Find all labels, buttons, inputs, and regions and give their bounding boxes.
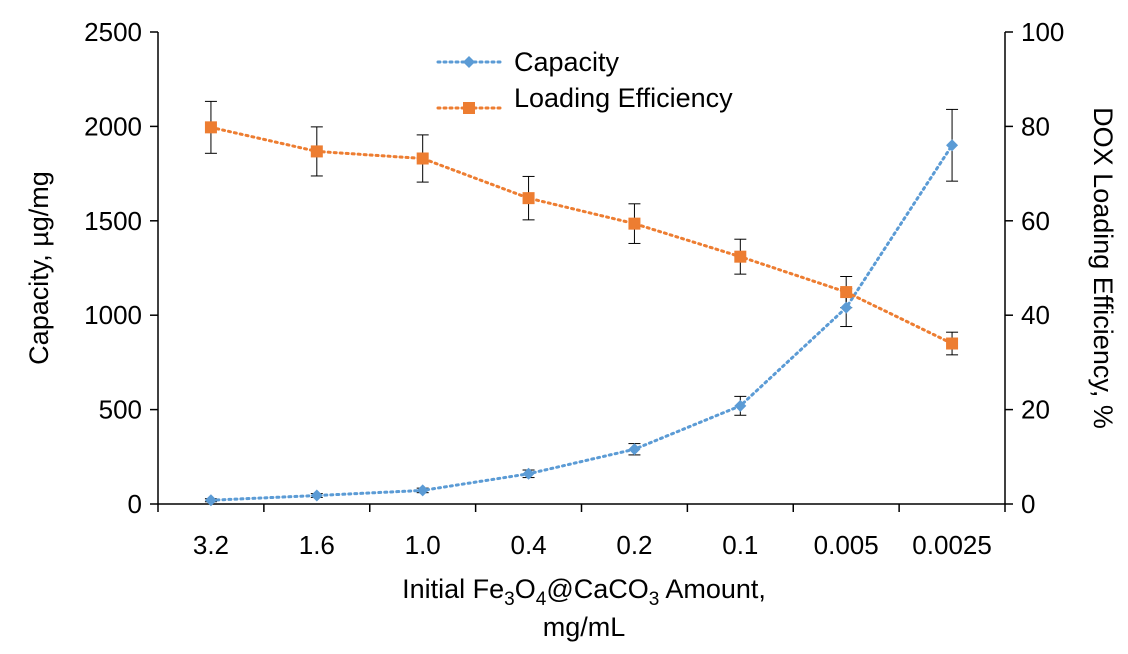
- loading-efficiency-point: [946, 337, 959, 350]
- capacity-line: [209, 143, 954, 502]
- capacity-point: [416, 484, 429, 497]
- y-left-tick-label: 2500: [84, 17, 142, 47]
- y-left-tick-label: 0: [128, 489, 142, 519]
- axes: [150, 31, 1013, 512]
- y-right-tick-label: 40: [1021, 300, 1050, 330]
- x-tick-label: 0.2: [616, 530, 652, 560]
- capacity-point: [522, 467, 535, 480]
- legend-efficiency-marker: [463, 102, 475, 114]
- series-lines: [209, 125, 954, 502]
- series-markers: [204, 121, 959, 507]
- loading-efficiency-point: [840, 286, 853, 299]
- x-tick-label: 1.0: [405, 530, 441, 560]
- capacity-point: [946, 139, 959, 152]
- capacity-point: [204, 494, 217, 507]
- y-right-tick-label: 20: [1021, 395, 1050, 425]
- y-left-tick-label: 2000: [84, 111, 142, 141]
- legend: Capacity Loading Efficiency: [436, 47, 733, 114]
- legend-capacity-label: Capacity: [514, 47, 620, 77]
- loading-efficiency-point: [628, 217, 641, 230]
- y-right-axis-title: DOX Loading Efficiency, %: [1088, 107, 1118, 429]
- x-tick-label: 0.1: [722, 530, 758, 560]
- y-right-tick-label: 100: [1021, 17, 1064, 47]
- loading-efficiency-point: [734, 250, 747, 263]
- capacity-point: [628, 443, 641, 456]
- y-right-tick-label: 80: [1021, 111, 1050, 141]
- legend-capacity-marker: [463, 56, 475, 68]
- x-axis-title-line1: Initial Fe3O4@CaCO3 Amount,: [402, 574, 766, 610]
- error-bars: [204, 100, 959, 503]
- y-left-tick-label: 1500: [84, 206, 142, 236]
- loading-efficiency-point: [204, 121, 217, 134]
- y-left-tick-label: 1000: [84, 300, 142, 330]
- y-left-tick-label: 500: [99, 395, 142, 425]
- x-tick-label: 0.005: [814, 530, 879, 560]
- tick-labels: 0 500 1000 1500 2000 2500 0 20 40 60 80 100 3.2 1.6 1.…: [84, 17, 1064, 560]
- x-tick-label: 3.2: [193, 530, 229, 560]
- loading-efficiency-point: [522, 192, 535, 205]
- loading-efficiency-line: [209, 125, 954, 346]
- y-left-axis-title: Capacity, µg/mg: [24, 171, 54, 365]
- capacity-point: [840, 301, 853, 314]
- y-right-tick-label: 60: [1021, 206, 1050, 236]
- legend-efficiency-label: Loading Efficiency: [514, 83, 733, 113]
- y-right-tick-label: 0: [1021, 489, 1035, 519]
- capacity-point: [310, 489, 323, 502]
- x-tick-label: 0.4: [510, 530, 546, 560]
- x-tick-label: 1.6: [299, 530, 335, 560]
- loading-efficiency-point: [416, 152, 429, 165]
- x-tick-label: 0.0025: [912, 530, 992, 560]
- loading-efficiency-point: [310, 145, 323, 158]
- x-axis-title-line2: mg/mL: [543, 612, 626, 642]
- capacity-point: [734, 399, 747, 412]
